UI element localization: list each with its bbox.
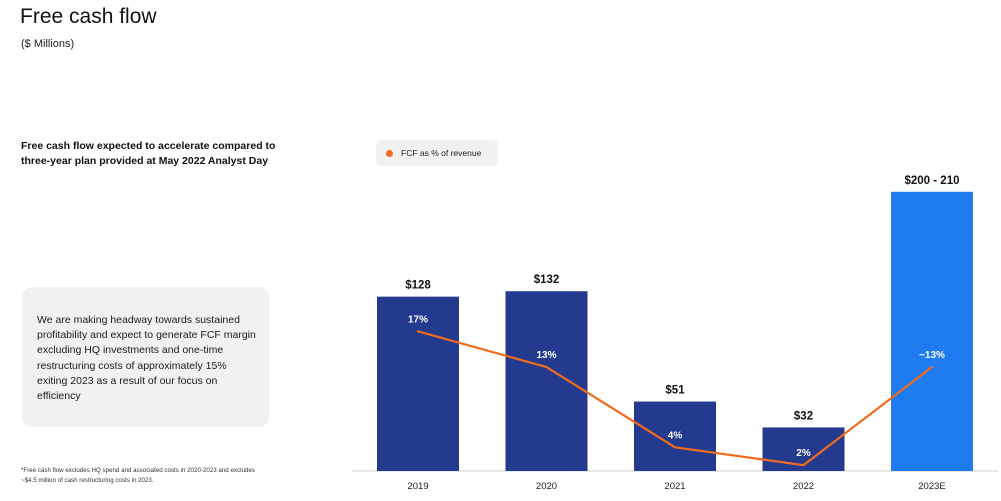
chart-legend: FCF as % of revenue [376, 140, 498, 166]
x-tick-label: 2020 [536, 481, 557, 492]
bar-value-label: $200 - 210 [905, 175, 960, 187]
headline-text: Free cash flow expected to accelerate co… [21, 140, 276, 167]
bar-value-label: $128 [405, 280, 431, 292]
bar-value-label: $32 [794, 410, 813, 422]
bar-2019 [377, 296, 459, 471]
legend-label: FCF as % of revenue [401, 148, 482, 158]
bar-value-label: $132 [534, 274, 560, 286]
pct-label: 2% [796, 448, 811, 459]
page-title: Free cash flow [20, 5, 157, 28]
bar-value-label: $51 [665, 385, 685, 397]
pct-label: 17% [408, 314, 428, 325]
x-tick-label: 2023E [918, 481, 945, 492]
callout-box: We are making headway towards sustained … [22, 287, 269, 427]
bar-2020 [505, 291, 588, 471]
bar-2022 [762, 427, 845, 471]
bar-2023E [891, 191, 973, 472]
fcf-pct-line [416, 330, 934, 467]
page-subtitle: ($ Millions) [21, 38, 75, 50]
footnote: *Free cash flow excludes HQ spend and as… [21, 467, 255, 484]
x-tick-label: 2019 [407, 481, 428, 492]
pct-label: 13% [536, 350, 556, 361]
pct-label: 4% [668, 430, 683, 441]
x-tick-label: 2021 [664, 481, 685, 492]
bar-2021 [634, 401, 716, 471]
x-tick-label: 2022 [793, 481, 814, 492]
callout-text: We are making headway towards sustained … [37, 314, 256, 403]
legend-dot-icon [386, 149, 393, 157]
pct-label: ~13% [919, 350, 945, 361]
